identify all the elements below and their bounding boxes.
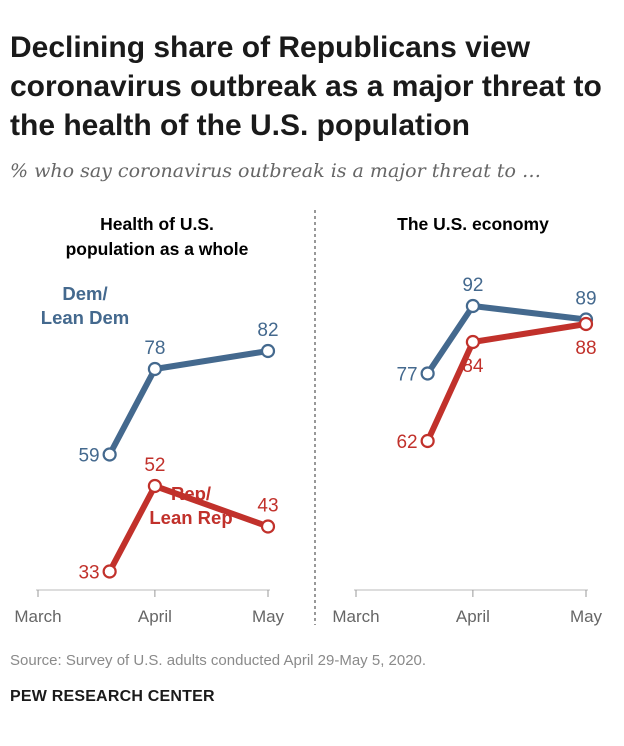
rep-data-point	[578, 316, 594, 332]
dem-data-point	[465, 298, 480, 314]
brand-logo-text: PEW RESEARCH CENTER	[10, 688, 215, 705]
chart-title: Declining share of Republicans view coro…	[10, 31, 602, 142]
dem-series-line	[424, 303, 589, 377]
rep-data-label: 88	[575, 338, 596, 359]
rep-data-label: 62	[396, 432, 417, 453]
rep-series-name: Rep/	[171, 483, 211, 504]
rep-data-point	[420, 433, 435, 449]
rep-data-label: 52	[144, 455, 165, 476]
dem-data-label: 77	[396, 365, 417, 386]
dem-data-label: 59	[78, 446, 99, 467]
x-tick-label: March	[14, 607, 61, 626]
source-note: Source: Survey of U.S. adults conducted …	[10, 652, 427, 669]
x-tick-label: May	[252, 607, 285, 626]
dem-data-label: 92	[462, 275, 483, 296]
dem-data-point	[260, 343, 276, 359]
dem-data-point	[147, 361, 162, 377]
dem-data-label: 78	[144, 338, 165, 359]
rep-data-label: 43	[257, 496, 278, 517]
rep-data-label: 33	[78, 563, 99, 584]
dem-series-line	[106, 348, 271, 458]
dem-data-point	[420, 366, 435, 381]
rep-series-name: Lean Rep	[149, 507, 232, 528]
dem-data-label: 82	[257, 320, 278, 341]
x-tick-label: April	[138, 607, 172, 626]
dem-series-name: Lean Dem	[41, 307, 129, 328]
x-tick-label: March	[332, 607, 379, 626]
chart-subtitle: % who say coronavirus outbreak is a majo…	[10, 160, 542, 182]
rep-data-label: 84	[462, 356, 484, 377]
rep-data-point	[102, 564, 117, 579]
x-tick-label: May	[570, 607, 603, 626]
rep-data-point	[260, 519, 276, 534]
dem-series-name: Dem/	[62, 283, 107, 304]
panel-title: Health of U.S.	[100, 214, 214, 234]
dem-data-point	[102, 447, 117, 462]
x-tick-label: April	[456, 607, 490, 626]
rep-data-point	[465, 334, 480, 350]
rep-data-point	[147, 478, 162, 494]
panel-title: population as a whole	[66, 239, 249, 259]
panel-title: The U.S. economy	[397, 214, 549, 234]
dem-data-label: 89	[575, 289, 596, 310]
